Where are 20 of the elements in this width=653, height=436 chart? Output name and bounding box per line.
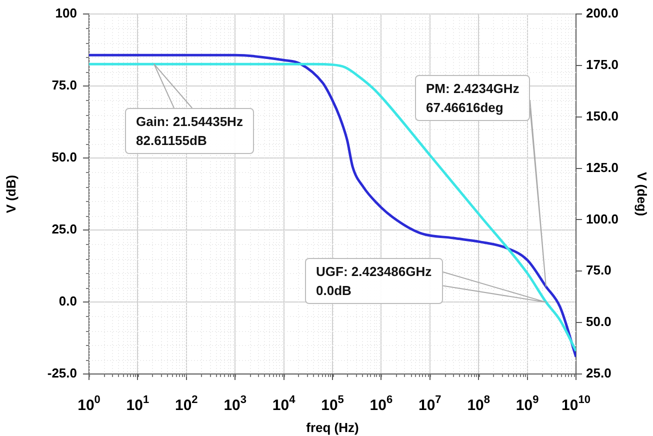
y2-tick-label: 125.0 (586, 160, 619, 175)
y2-tick-label: 150.0 (586, 108, 619, 124)
y2-tick-label: 50.0 (586, 314, 612, 330)
y-tick-label: 50.0 (52, 150, 77, 165)
annotation: PM: 2.4234GHz 67.46616deg (415, 75, 530, 121)
y2-tick-label: 75.0 (586, 262, 612, 278)
y2-axis-title: V (deg) (634, 172, 650, 216)
y-tick-label: 100 (55, 6, 77, 21)
annotation: UGF: 2.423486GHz 0.0dB (305, 258, 443, 304)
y-tick-label: 0.0 (58, 294, 77, 309)
y-axis-title: V (dB) (3, 174, 18, 214)
x-axis-title: freq (Hz) (306, 420, 359, 435)
y-tick-label: 75.0 (52, 78, 77, 93)
y2-tick-label: 25.0 (586, 366, 612, 381)
y-tick-label: 25.0 (52, 222, 77, 237)
y2-tick-label: 200.0 (586, 6, 619, 21)
y2-tick-label: 100.0 (586, 211, 619, 226)
annotation: Gain: 21.54435Hz 82.61155dB (125, 108, 254, 154)
y-tick-label: -25.0 (47, 366, 77, 381)
y2-tick-label: 175.0 (586, 57, 619, 72)
